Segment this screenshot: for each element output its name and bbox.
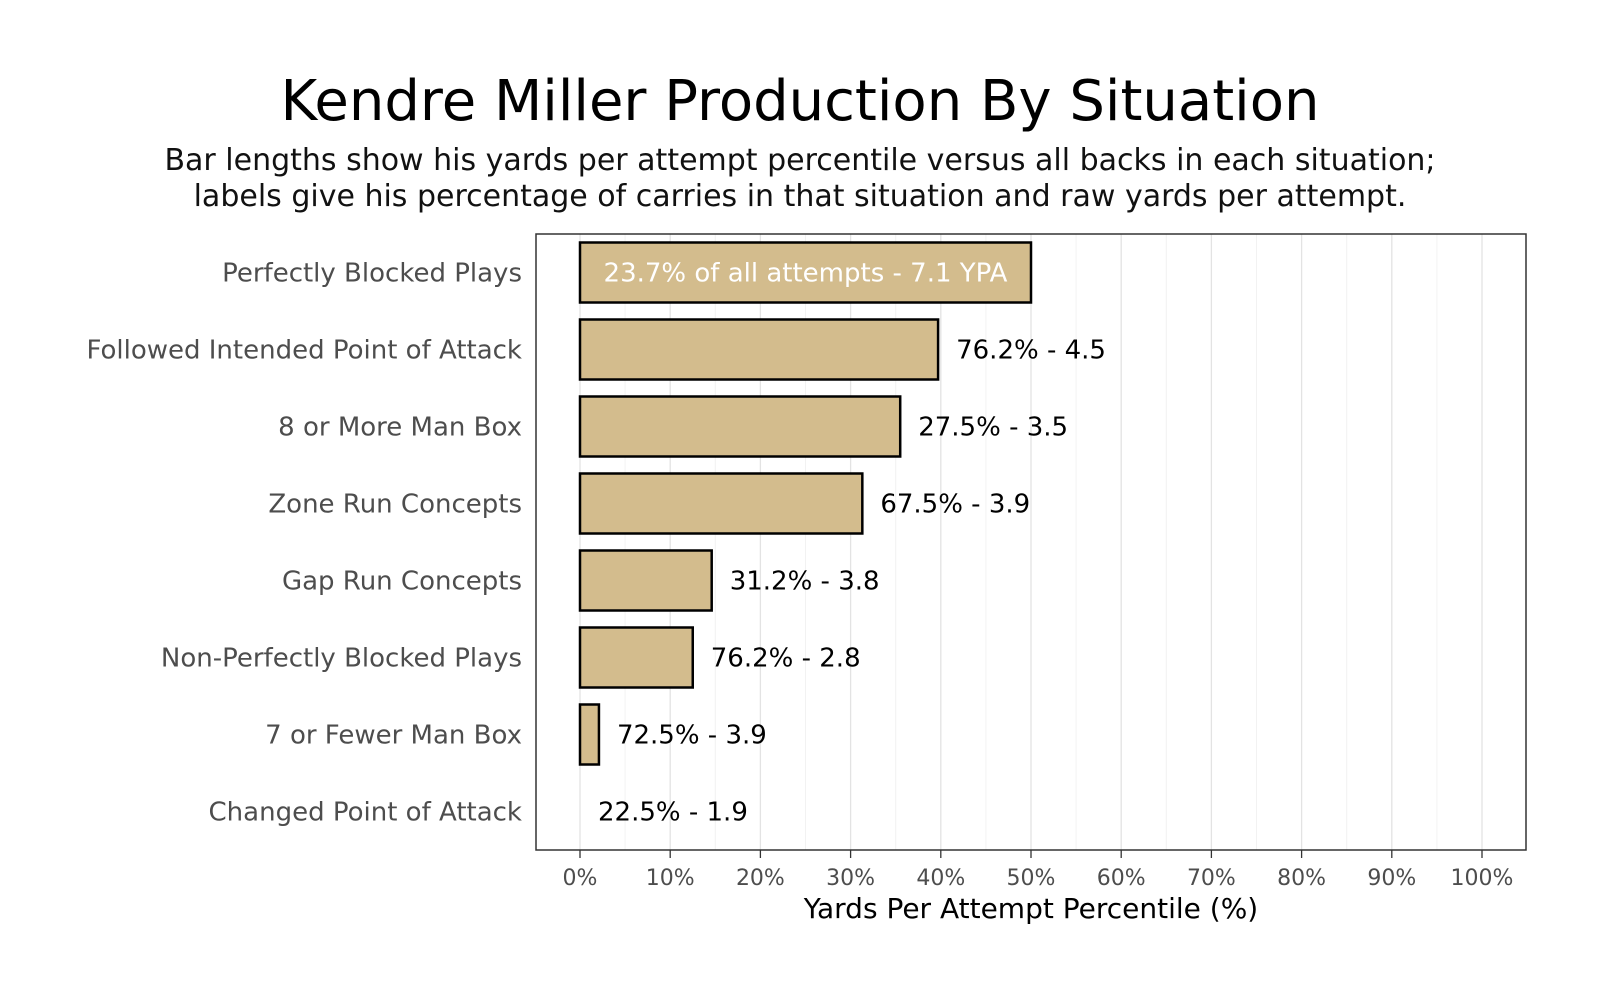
bar — [578, 703, 601, 766]
bar — [578, 472, 864, 535]
bars-layer — [578, 241, 1033, 766]
bar — [578, 626, 694, 689]
bar-label: 27.5% - 3.5 — [918, 413, 1068, 443]
x-axis-title: Yards Per Attempt Percentile (%) — [803, 892, 1258, 925]
bar-label: 22.5% - 1.9 — [598, 798, 748, 828]
bar-label: 76.2% - 2.8 — [711, 644, 861, 674]
category-label: Followed Intended Point of Attack — [86, 336, 522, 366]
category-label: Changed Point of Attack — [209, 798, 522, 828]
bar-label: 72.5% - 3.9 — [617, 721, 767, 751]
bar — [578, 549, 713, 612]
bar — [578, 318, 940, 381]
panel-border — [535, 233, 1527, 851]
bar-label: 23.7% of all attempts - 7.1 YPA — [604, 259, 1008, 289]
bar — [578, 395, 902, 458]
x-tick-label: 20% — [736, 866, 785, 891]
x-tick-label: 80% — [1277, 866, 1326, 891]
category-label: Perfectly Blocked Plays — [222, 259, 522, 289]
category-label: 7 or Fewer Man Box — [265, 721, 522, 751]
x-tick-label: 30% — [826, 866, 875, 891]
bar — [578, 241, 1033, 304]
chart-title: Kendre Miller Production By Situation — [281, 69, 1320, 134]
x-tick-label: 70% — [1187, 866, 1236, 891]
category-label: 8 or More Man Box — [278, 413, 522, 443]
category-label: Zone Run Concepts — [268, 490, 522, 520]
x-tick-label: 90% — [1367, 866, 1416, 891]
x-tick-label: 100% — [1451, 866, 1514, 891]
bar-label: 67.5% - 3.9 — [880, 490, 1030, 520]
x-tick-label: 0% — [563, 866, 598, 891]
x-tick-label: 40% — [916, 866, 965, 891]
bar-label: 76.2% - 4.5 — [956, 336, 1106, 366]
x-tick-label: 60% — [1097, 866, 1146, 891]
x-tick-layer: 0% 10% 20% 30% 40% 50% 60% 70% 80% 90% 100% — [563, 850, 1514, 891]
chart-subtitle-line-1: Bar lengths show his yards per attempt p… — [164, 143, 1435, 178]
bar-labels-layer: 23.7% of all attempts - 7.1 YPA 76.2% - 4… — [598, 259, 1106, 828]
x-tick-label: 10% — [646, 866, 695, 891]
category-label: Non-Perfectly Blocked Plays — [161, 644, 522, 674]
x-tick-label: 50% — [1007, 866, 1056, 891]
category-labels-layer: Perfectly Blocked Plays Followed Intended… — [86, 259, 522, 828]
bar-label: 31.2% - 3.8 — [730, 567, 880, 597]
chart-subtitle-line-2: labels give his percentage of carries in… — [194, 179, 1407, 214]
category-label: Gap Run Concepts — [282, 567, 522, 597]
